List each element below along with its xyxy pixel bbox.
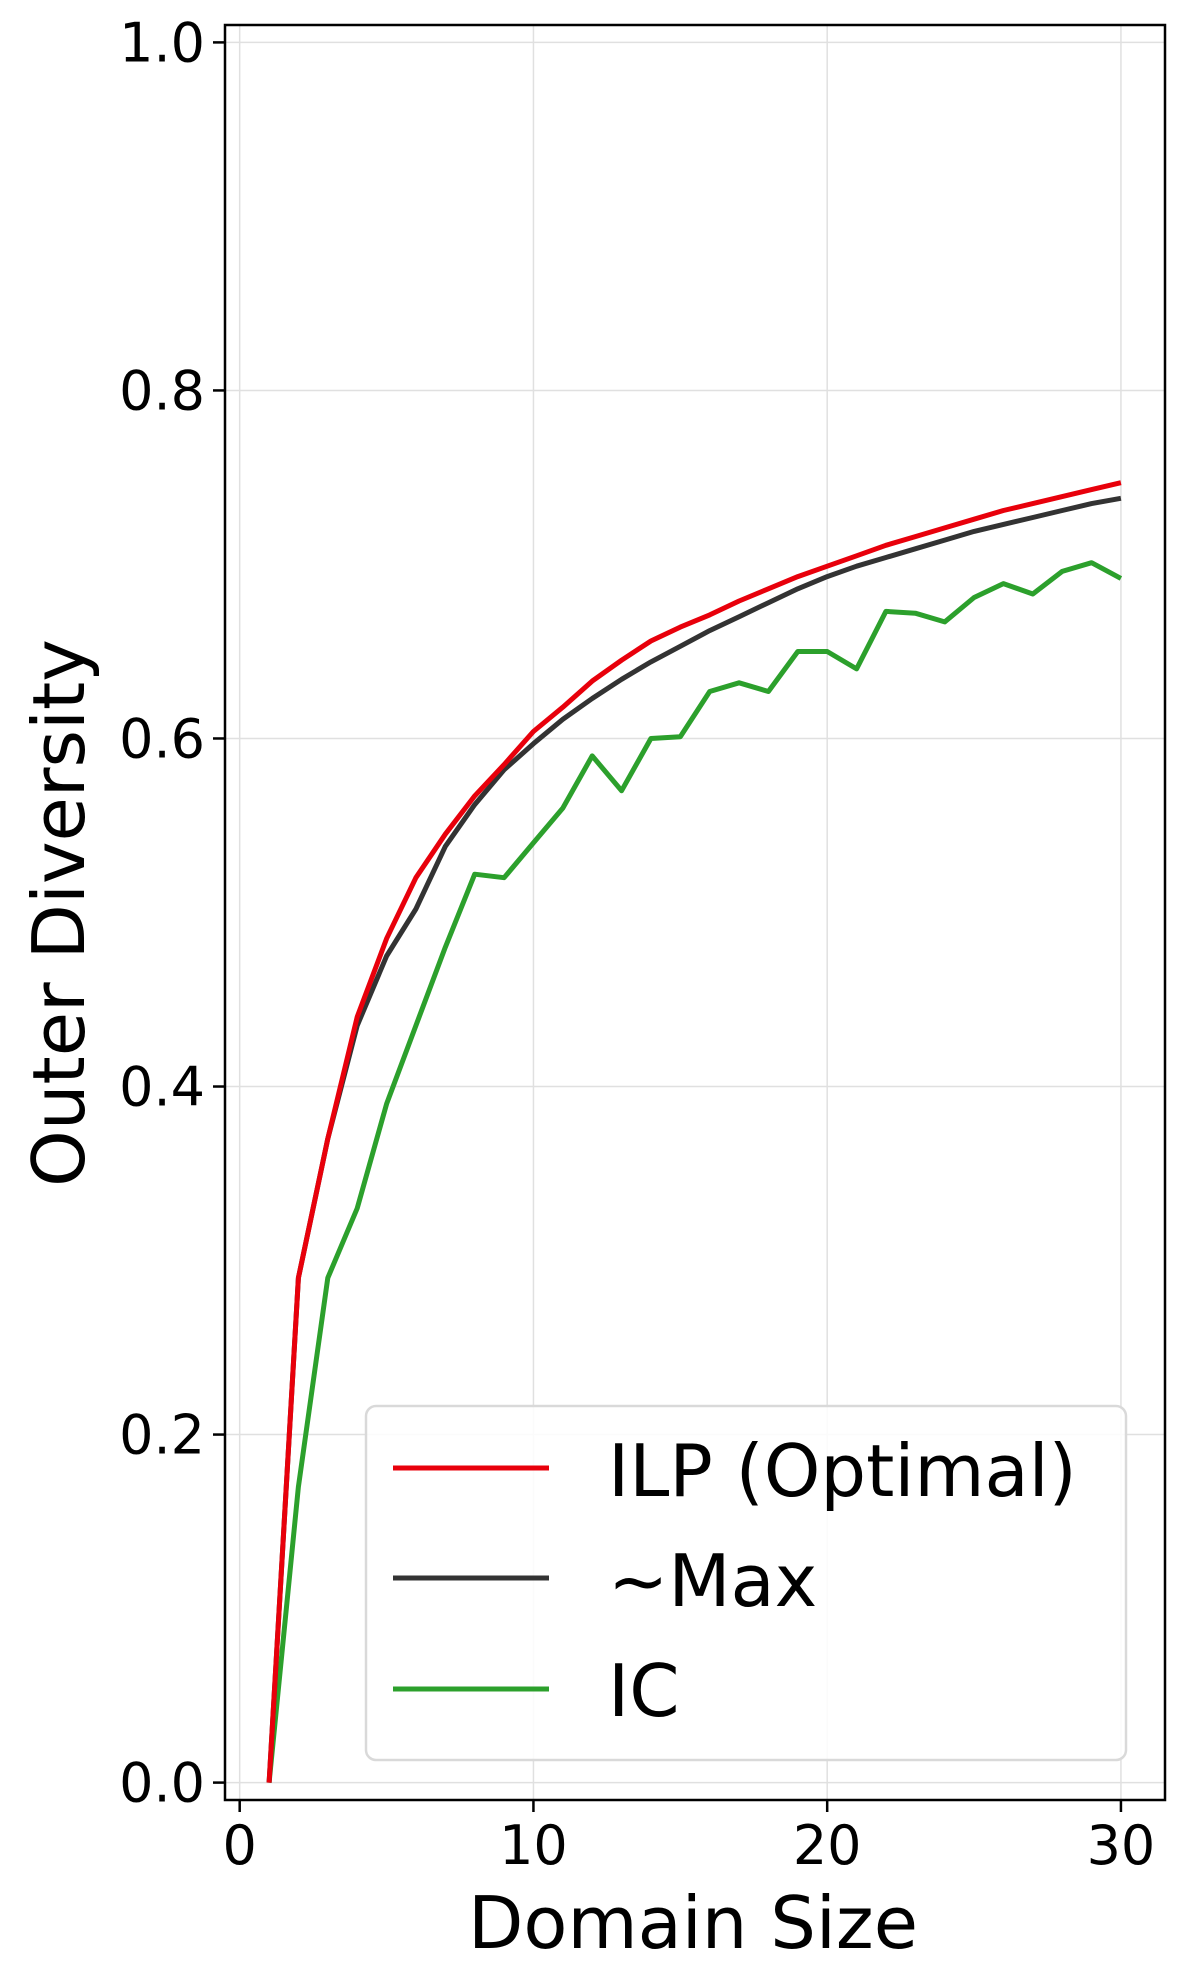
x-tick-label: 30	[1087, 1814, 1156, 1877]
plot-area-frame	[223, 23, 1167, 1802]
axis-ticks: 0 10 20 30 0.0 0.2 0.4 0.6 0.8 1.0	[119, 11, 1155, 1877]
legend-label-max: ~Max	[608, 1539, 817, 1623]
y-axis-title: Outer Diversity	[17, 639, 101, 1187]
legend: ILP (Optimal) ~Max IC	[364, 1404, 1128, 1762]
series-line-max	[266, 495, 1122, 1783]
series-line-ic	[266, 560, 1123, 1783]
x-tick-label: 0	[223, 1814, 257, 1877]
series-line-ilp-optimal	[266, 480, 1122, 1783]
legend-label-ilp: ILP (Optimal)	[608, 1429, 1077, 1513]
y-tick-label: 0.2	[119, 1404, 205, 1467]
y-tick-label: 1.0	[119, 11, 205, 74]
y-tick-label: 0.0	[119, 1752, 205, 1815]
y-tick-label: 0.8	[119, 359, 205, 422]
y-tick-label: 0.4	[119, 1056, 205, 1119]
legend-label-ic: IC	[608, 1649, 680, 1733]
series-layer	[266, 480, 1123, 1783]
x-tick-label: 10	[499, 1814, 568, 1877]
x-tick-label: 20	[793, 1814, 862, 1877]
x-axis-title: Domain Size	[468, 1881, 918, 1965]
y-tick-label: 0.6	[119, 707, 205, 770]
legend-frame	[364, 1404, 1128, 1762]
